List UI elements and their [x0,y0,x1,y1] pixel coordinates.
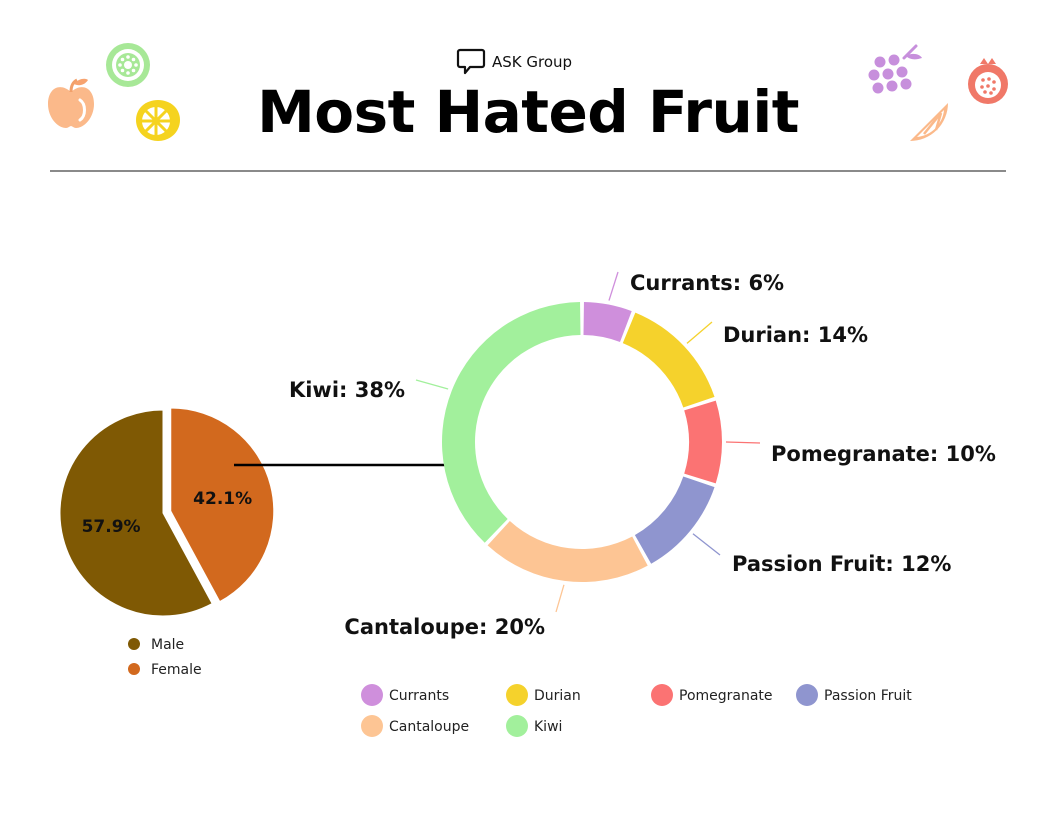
legend-label-cantaloupe: Cantaloupe [389,719,469,735]
orange-slice-icon [910,103,948,141]
donut-leader-kiwi [415,379,449,390]
legend-label-pomegranate: Pomegranate [679,688,773,704]
legend-item-pomegranate: Pomegranate [651,684,773,706]
fruit-legend: Currants Durian Pomegranate Passion Fruit Ca… [361,684,912,737]
pie-label-female: 42.1% [193,489,252,509]
donut-label-durian: Durian: 14% [723,323,868,347]
lemon-slice-icon [136,100,180,141]
donut-label-kiwi: Kiwi: 38% [289,378,405,402]
legend-label-currants: Currants [389,688,449,704]
legend-label-passion-fruit: Passion Fruit [824,688,912,704]
legend-swatch-durian [506,684,528,706]
legend-item-durian: Durian [506,684,581,706]
legend-label-durian: Durian [534,688,581,704]
grapes-icon [868,44,922,94]
gender-legend: Male Female [128,637,202,678]
donut-leader-cantaloupe [555,584,565,613]
brand: ASK Group [456,48,572,76]
donut-segment-pomegranate [684,400,723,484]
donut-segment-durian [622,312,715,408]
donut-segment-kiwi [442,302,581,543]
kiwi-slice-icon [106,43,150,87]
legend-item-female: Female [128,662,202,678]
donut-leader-durian [686,321,713,344]
donut-segment-cantaloupe [487,521,648,583]
pie-slice-male [59,409,213,617]
legend-swatch-cantaloupe [361,715,383,737]
legend-swatch-passion-fruit [796,684,818,706]
legend-swatch-male [128,638,140,650]
donut-leader-pomegranate [725,441,761,444]
legend-label-male: Male [151,637,184,653]
legend-label-kiwi: Kiwi [534,719,562,735]
pie-label-male: 57.9% [82,517,141,537]
chat-bubble-icon [456,48,486,75]
legend-label-female: Female [151,662,202,678]
page-title: Most Hated Fruit [257,78,799,146]
legend-item-male: Male [128,637,184,653]
apple-icon [48,78,94,128]
legend-swatch-female [128,663,140,675]
pomegranate-icon [968,58,1008,104]
legend-item-cantaloupe: Cantaloupe [361,715,469,737]
fruit-donut-chart: Currants: 6% Durian: 14% Pomegranate: 10% P… [289,271,996,639]
donut-leader-passion-fruit [692,533,721,556]
legend-item-currants: Currants [361,684,449,706]
pie-slice-female [170,407,275,603]
donut-leader-currants [608,271,619,301]
legend-item-kiwi: Kiwi [506,715,562,737]
gender-pie-chart: 57.9% 42.1% [59,407,275,617]
donut-label-passion-fruit: Passion Fruit: 12% [732,552,951,576]
donut-label-cantaloupe: Cantaloupe: 20% [344,615,545,639]
donut-segment-passion-fruit [634,476,715,564]
donut-label-pomegranate: Pomegranate: 10% [771,442,996,466]
brand-name: ASK Group [492,53,573,71]
donut-segment-currants [583,302,632,342]
legend-item-passion-fruit: Passion Fruit [796,684,912,706]
legend-swatch-pomegranate [651,684,673,706]
donut-label-currants: Currants: 6% [630,271,784,295]
legend-swatch-currants [361,684,383,706]
legend-swatch-kiwi [506,715,528,737]
divider [50,170,1006,172]
